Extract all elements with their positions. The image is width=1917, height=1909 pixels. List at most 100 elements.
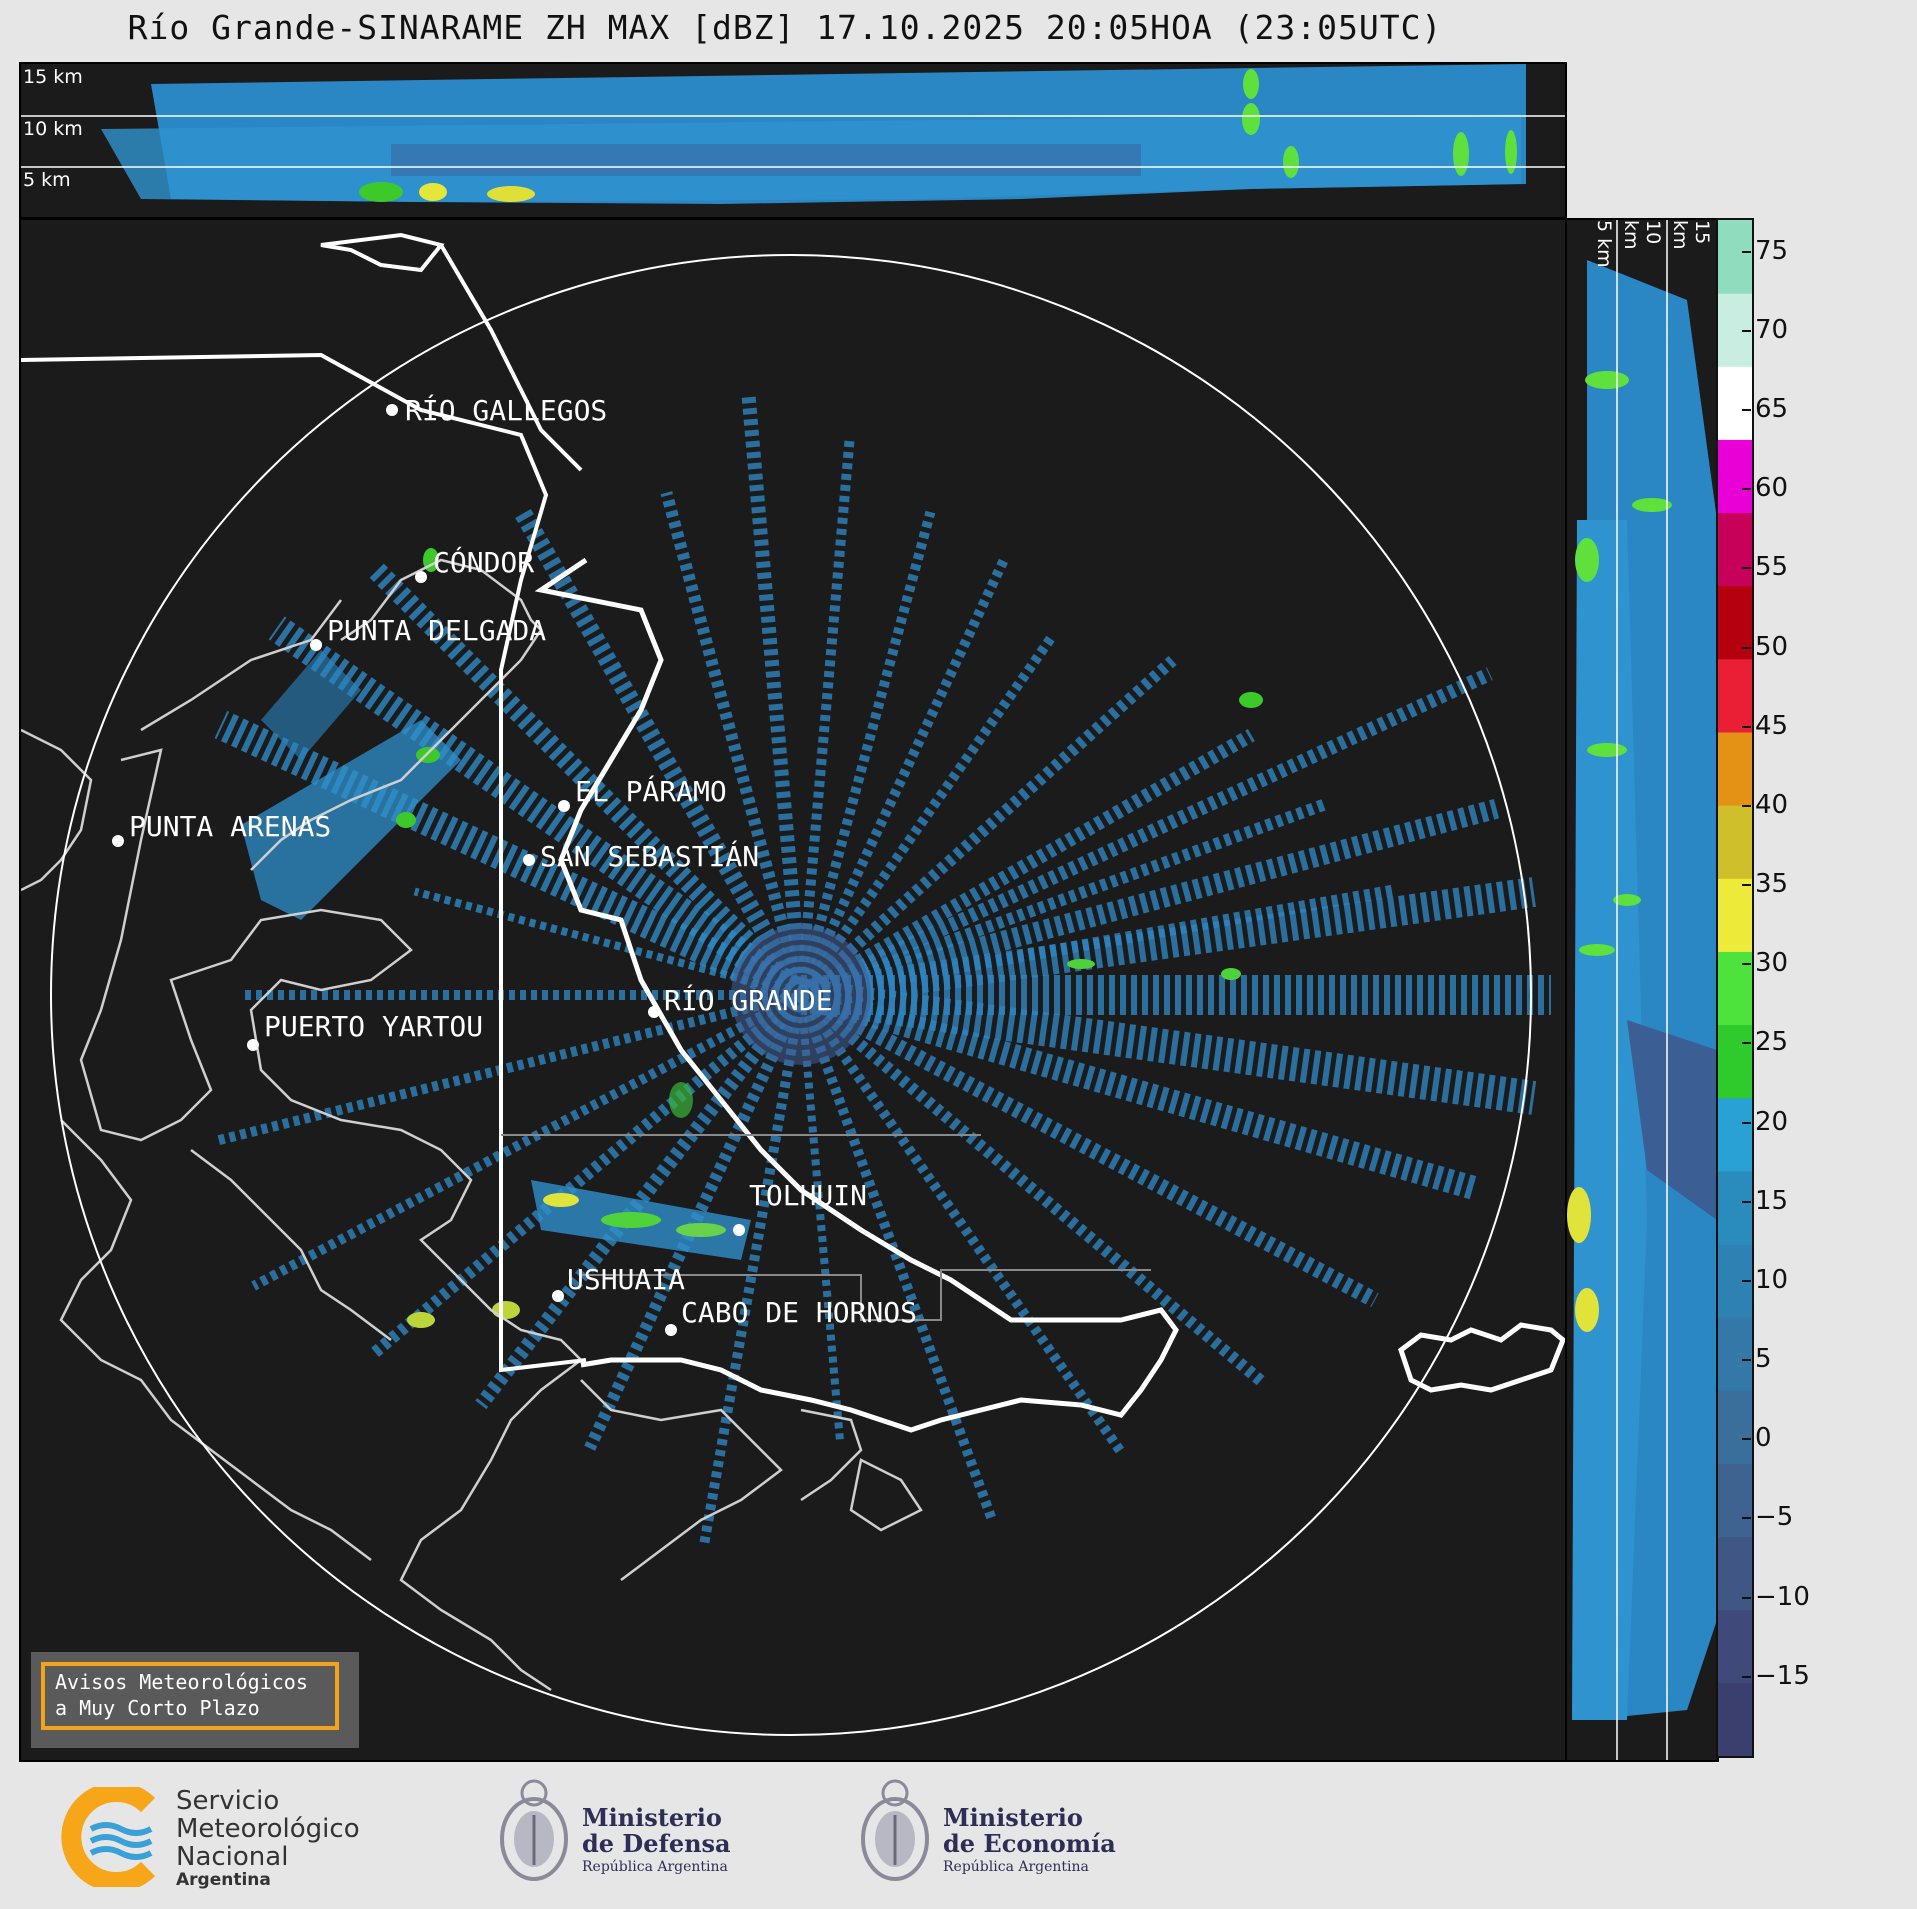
place-marker	[415, 571, 427, 583]
radar-ray	[369, 563, 809, 1003]
radar-ray	[214, 710, 808, 1009]
warning-line-1: Avisos Meteorológicos	[55, 1670, 308, 1694]
colorbar-tick-label: 0	[1742, 1423, 1772, 1454]
ministerio-economia-logo: Ministerio de Economía República Argenti…	[855, 1775, 1135, 1895]
radar-ray	[796, 631, 1058, 998]
top-echo-cell	[359, 182, 403, 202]
place-marker	[665, 1324, 677, 1336]
radar-rays	[214, 396, 1551, 1548]
radar-ray	[797, 990, 1265, 1386]
warning-line-2: a Muy Corto Plazo	[55, 1696, 260, 1720]
top-cross-section-svg	[21, 64, 1565, 204]
place-label: RÍO GALLEGOS	[405, 393, 607, 427]
warning-badge-frame: Avisos Meteorológicos a Muy Corto Plazo	[41, 1662, 339, 1730]
echo-cell	[396, 812, 416, 828]
smn-logo-line-3: Nacional	[176, 1842, 289, 1872]
side-level-label: 10 km	[1620, 220, 1664, 250]
echo-cell	[601, 1212, 661, 1228]
colorbar-tick-label: 10	[1741, 1264, 1789, 1295]
smn-logo-line-4: Argentina	[176, 1870, 271, 1890]
echo-cell	[676, 1223, 726, 1237]
radar-ray	[798, 978, 1537, 1115]
radar-ray	[797, 987, 1379, 1308]
place-marker	[523, 854, 535, 866]
top-level-label: 10 km	[23, 118, 83, 140]
colorbar-segment	[1718, 439, 1752, 514]
smn-logo: Servicio Meteorológico Nacional Argentin…	[56, 1787, 396, 1890]
radar-ray	[797, 983, 1478, 1200]
colorbar-segment	[1718, 1170, 1752, 1245]
place-label: SAN SEBASTIÁN	[540, 839, 759, 873]
radar-ray	[368, 990, 805, 1360]
province-boundary	[501, 1134, 1151, 1321]
place-label: PUNTA DELGADA	[327, 614, 546, 647]
colorbar-segment	[1718, 1317, 1752, 1391]
colorbar-segment	[1718, 1536, 1752, 1611]
isla-de-los-estados	[1398, 1322, 1565, 1393]
top-echo-low	[391, 144, 1141, 176]
colorbar-tick-label: −5	[1741, 1502, 1794, 1533]
radar-ray	[796, 557, 1009, 998]
economia-line-2: de Economía	[943, 1829, 1116, 1858]
place-label: USHUAIA	[567, 1263, 685, 1296]
radar-ray	[798, 798, 1500, 1005]
colorbar-segment	[1718, 1463, 1752, 1538]
place-label: TOLHUIN	[749, 1179, 867, 1212]
place-marker	[552, 1290, 564, 1302]
side-echo-cell	[1575, 538, 1599, 582]
side-echo-cell	[1632, 498, 1672, 512]
side-echo-cell	[1613, 894, 1641, 906]
colorbar-tick-label: 75	[1741, 235, 1789, 266]
economia-line-3: República Argentina	[943, 1859, 1089, 1875]
radar-ray	[797, 994, 845, 1444]
side-level-label: 15 km	[1669, 220, 1713, 250]
colorbar-tick-label: 50	[1741, 631, 1789, 662]
top-echo-cell	[1453, 132, 1469, 176]
place-marker	[733, 1224, 745, 1236]
radar-ray	[268, 616, 810, 1007]
place-marker	[386, 404, 398, 416]
top-level-label: 5 km	[23, 169, 71, 191]
side-cross-section-panel: 5 km 10 km 15 km	[1565, 218, 1719, 1762]
smn-logo-line-2: Meteorológico	[176, 1814, 360, 1844]
colorbar-tick-label: 55	[1741, 552, 1789, 583]
coat-of-arms-icon	[861, 1779, 929, 1881]
colorbar-tick-label: 5	[1742, 1344, 1772, 1375]
warning-badge[interactable]: Avisos Meteorológicos a Muy Corto Plazo	[31, 1652, 359, 1748]
side-echo-cell	[1579, 944, 1615, 956]
colorbar-tick-label: 45	[1741, 710, 1789, 741]
place-label: EL PÁRAMO	[575, 774, 727, 808]
colorbar-tick-label: 15	[1741, 1185, 1789, 1216]
radar-ray	[796, 436, 855, 996]
place-marker	[247, 1039, 259, 1051]
coastline	[21, 599, 923, 1692]
radar-ray	[799, 884, 1393, 1001]
radar-ray	[797, 728, 1255, 1002]
coastline	[250, 558, 543, 871]
echo-region	[261, 650, 361, 760]
colorbar-tick-label: 65	[1741, 394, 1789, 425]
top-echo-cell	[1505, 130, 1517, 174]
echo-cell	[543, 1193, 579, 1207]
radar-ray	[741, 396, 808, 996]
colorbar-segment	[1718, 732, 1752, 806]
place-marker	[112, 835, 124, 847]
colorbar-segment	[1718, 1024, 1752, 1099]
colorbar-svg	[1718, 220, 1752, 1757]
border-line	[21, 352, 587, 1373]
echo-cell	[669, 1082, 693, 1118]
radar-ray	[475, 990, 807, 1410]
echo-cell	[407, 1312, 435, 1328]
radar-center-clutter	[731, 925, 871, 1065]
colorbar-tick-label: 40	[1741, 789, 1789, 820]
place-marker	[648, 1006, 660, 1018]
colorbar-tick-label: 70	[1741, 314, 1789, 345]
defensa-line-1: Ministerio	[582, 1803, 722, 1832]
colorbar-tick-label: 35	[1741, 869, 1789, 900]
place-label: CABO DE HORNOS	[681, 1296, 917, 1329]
side-echo-cell	[1575, 1288, 1599, 1332]
colorbar-tick-label: −15	[1742, 1660, 1810, 1691]
side-echo-low	[1627, 1020, 1717, 1220]
side-level-label: 5 km	[1593, 220, 1615, 268]
radar-ray	[513, 505, 809, 1000]
